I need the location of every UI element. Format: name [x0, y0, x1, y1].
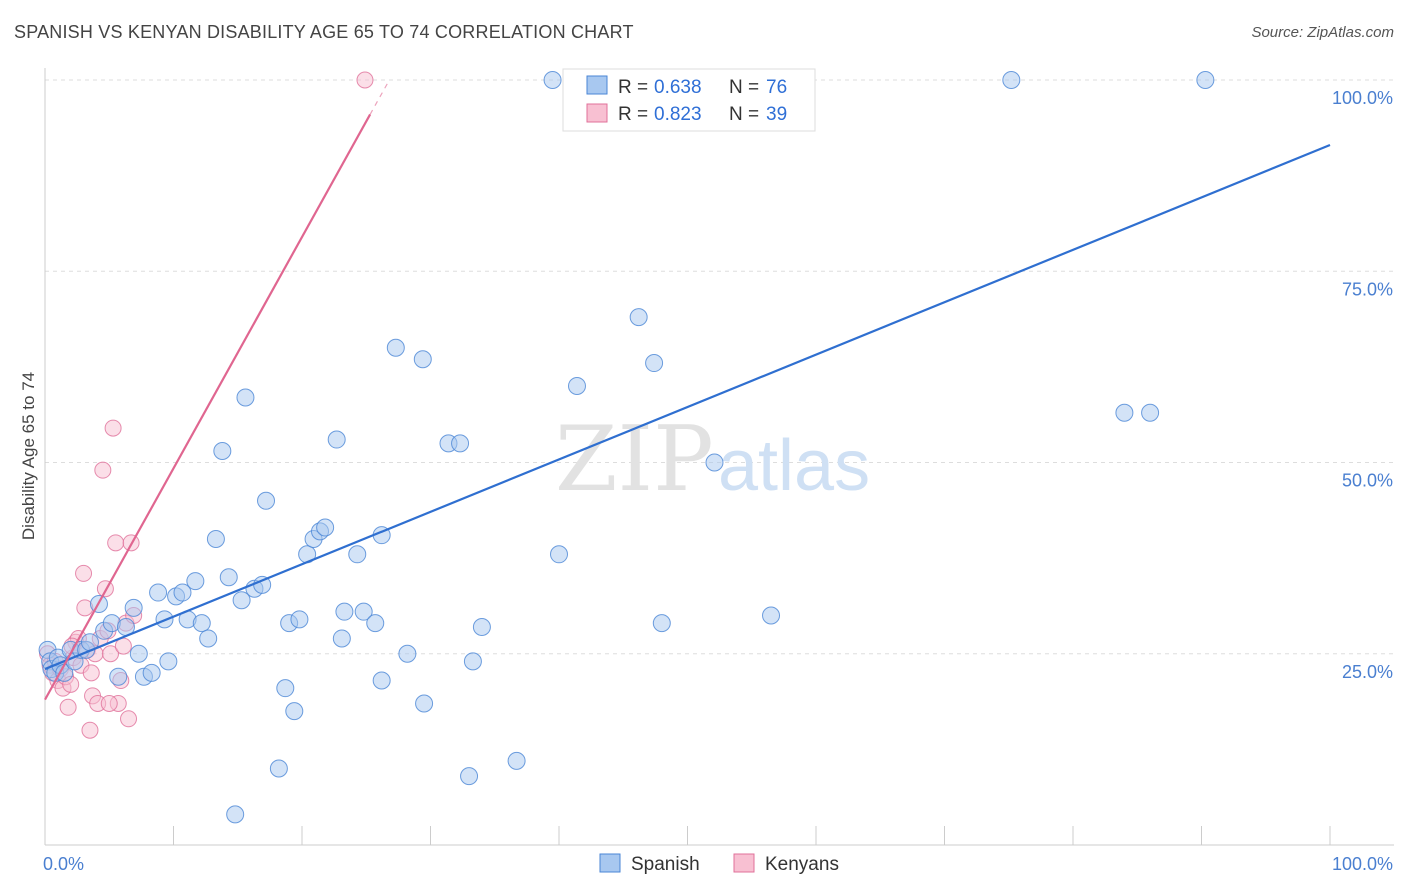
spanish-point — [206, 530, 225, 548]
bottom-legend-label-kenyans: Kenyans — [765, 854, 839, 875]
legend-n-value-kenyans: 39 — [766, 104, 787, 125]
spanish-point — [629, 308, 648, 327]
spanish-point — [1141, 403, 1160, 422]
spanish-point — [1196, 71, 1215, 89]
spanish-point — [269, 759, 288, 778]
legend-n-label-spanish: N = — [729, 77, 759, 98]
y-tick-label: 100.0% — [1332, 88, 1393, 108]
spanish-point — [415, 694, 434, 713]
bottom-legend: Spanish Kenyans — [599, 853, 839, 875]
kenyan-trend-line — [44, 113, 372, 701]
spanish-point — [463, 652, 482, 671]
spanish-point — [354, 602, 373, 621]
chart-title: SPANISH VS KENYAN DISABILITY AGE 65 TO 7… — [14, 22, 634, 42]
spanish-point — [543, 71, 562, 89]
spanish-trend-line — [44, 144, 1331, 671]
kenyan-point — [104, 419, 122, 437]
spanish-point — [257, 491, 276, 510]
spanish-point — [348, 545, 367, 564]
legend-r-label-spanish: R = — [618, 77, 648, 98]
kenyan-point — [102, 645, 120, 663]
spanish-point — [398, 644, 417, 663]
spanish-point — [124, 598, 143, 617]
spanish-point — [290, 610, 309, 629]
watermark-zip: ZIP — [555, 407, 714, 512]
spanish-point — [199, 629, 218, 648]
spanish-point — [705, 453, 724, 472]
spanish-point — [550, 545, 568, 564]
x-tick-label: 0.0% — [43, 854, 84, 874]
spanish-point — [332, 629, 351, 648]
spanish-point — [652, 614, 671, 633]
spanish-point — [226, 805, 245, 824]
spanish-point — [142, 663, 161, 682]
kenyan-point — [107, 534, 125, 552]
spanish-point — [472, 617, 491, 636]
source-credit: Source: ZipAtlas.com — [1251, 24, 1394, 41]
legend-n-label-kenyans: N = — [729, 104, 759, 125]
spanish-point — [460, 767, 479, 786]
spanish-point — [366, 614, 385, 633]
kenyan-point — [81, 721, 99, 739]
spanish-point — [236, 388, 255, 407]
legend-swatch-spanish — [586, 75, 608, 95]
axes — [44, 68, 1394, 846]
top-legend: R = 0.638 N = 76 R = 0.823 N = 39 — [562, 68, 816, 132]
spanish-point — [762, 606, 781, 625]
spanish-point — [173, 583, 192, 602]
trend-lines — [44, 79, 1331, 701]
spanish-point — [1115, 403, 1134, 422]
spanish-point — [129, 644, 148, 663]
bottom-legend-swatch-spanish — [599, 853, 621, 873]
legend-n-value-spanish: 76 — [766, 77, 787, 98]
kenyan-point — [356, 71, 374, 89]
x-tick-label: 100.0% — [1332, 854, 1393, 874]
spanish-point — [285, 702, 304, 721]
spanish-point — [645, 354, 664, 373]
spanish-point — [335, 602, 354, 621]
kenyan-point — [94, 461, 112, 479]
bottom-legend-label-spanish: Spanish — [631, 854, 700, 875]
spanish-point — [386, 338, 405, 357]
spanish-point — [213, 442, 232, 461]
grid-lines — [45, 79, 1394, 655]
spanish-point — [1002, 71, 1021, 89]
kenyan-point — [82, 664, 100, 682]
spanish-point — [372, 671, 391, 690]
legend-swatch-kenyans — [586, 103, 608, 123]
spanish-point — [316, 518, 335, 537]
kenyan-point — [59, 698, 77, 716]
watermark-atlas: atlas — [718, 426, 870, 506]
spanish-point — [149, 583, 168, 602]
bottom-legend-swatch-kenyans — [733, 853, 755, 873]
kenyan-point — [120, 710, 138, 728]
spanish-point — [232, 591, 251, 610]
spanish-point — [327, 430, 346, 449]
y-tick-label: 25.0% — [1342, 662, 1393, 682]
x-tick-labels: 0.0% 100.0% — [43, 854, 1393, 874]
kenyan-point — [100, 694, 118, 712]
legend-r-label-kenyans: R = — [618, 104, 648, 125]
spanish-point — [109, 667, 128, 686]
kenyan-trend-extension — [369, 79, 390, 115]
y-tick-labels: 25.0% 50.0% 75.0% 100.0% — [1332, 88, 1393, 682]
spanish-point — [186, 572, 205, 591]
watermark: ZIP atlas — [555, 407, 870, 512]
y-tick-label: 50.0% — [1342, 471, 1393, 491]
y-axis-label: Disability Age 65 to 74 — [19, 372, 38, 540]
legend-r-value-kenyans: 0.823 — [654, 104, 702, 125]
spanish-point — [276, 679, 295, 698]
spanish-series — [38, 71, 1215, 824]
spanish-point — [451, 434, 470, 453]
spanish-point — [567, 377, 586, 395]
spanish-point — [159, 652, 178, 671]
spanish-point — [192, 614, 211, 633]
y-tick-label: 75.0% — [1342, 279, 1393, 299]
spanish-point — [507, 751, 526, 770]
spanish-point — [219, 568, 238, 587]
spanish-point — [413, 350, 432, 369]
kenyan-point — [75, 564, 93, 582]
legend-r-value-spanish: 0.638 — [654, 77, 702, 98]
